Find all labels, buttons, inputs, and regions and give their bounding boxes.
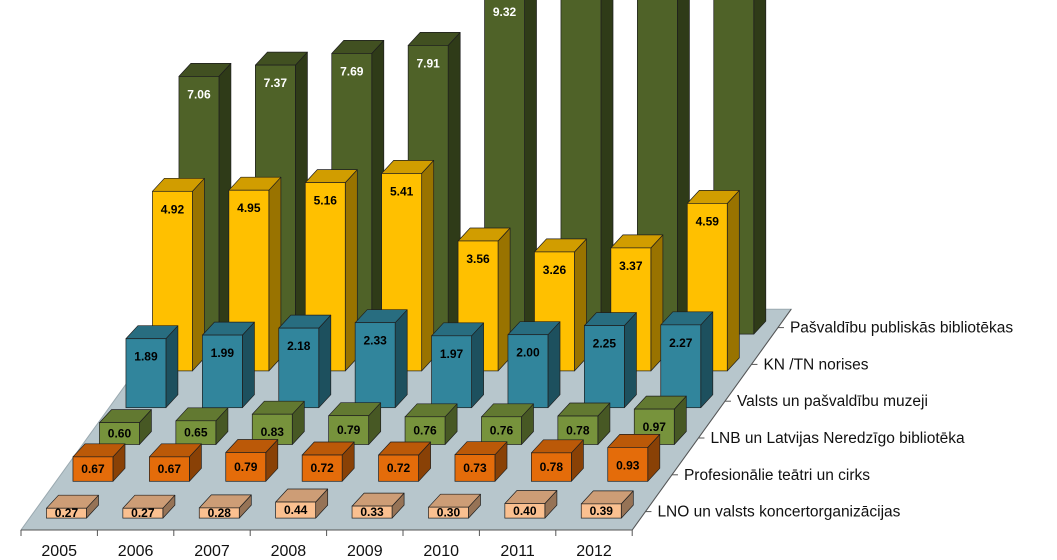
x-tick-label: 2007 xyxy=(194,543,230,560)
x-tick-label: 2008 xyxy=(271,543,307,560)
data-label: 7.37 xyxy=(264,76,288,90)
bar: 0.39 xyxy=(580,490,634,519)
bar: 0.27 xyxy=(46,494,99,520)
data-label: 0.76 xyxy=(490,424,514,438)
data-label: 0.40 xyxy=(513,504,537,518)
bar: 2.18 xyxy=(278,314,332,409)
bar: 0.83 xyxy=(251,400,305,445)
data-label: 0.78 xyxy=(540,460,564,474)
data-label: 1.99 xyxy=(211,346,235,360)
data-label: 0.33 xyxy=(360,505,384,519)
data-label: 9.32 xyxy=(493,5,517,19)
bar: 0.79 xyxy=(225,439,279,482)
bar: 0.27 xyxy=(122,494,176,520)
bar: 0.40 xyxy=(504,490,558,519)
bar: 1.97 xyxy=(431,322,484,409)
data-label: 0.44 xyxy=(284,503,308,517)
bar: 4.92 xyxy=(152,177,205,372)
data-label: 0.72 xyxy=(310,461,334,475)
data-label: 2.27 xyxy=(669,336,693,350)
x-tick-label: 2010 xyxy=(423,543,459,560)
bar: 0.67 xyxy=(72,443,126,482)
bar: 0.76 xyxy=(404,403,458,445)
bar: 0.67 xyxy=(149,443,202,482)
bar: 0.44 xyxy=(275,488,329,519)
data-label: 0.93 xyxy=(616,458,640,472)
data-label: 1.97 xyxy=(440,347,464,361)
data-label: 0.60 xyxy=(108,427,132,441)
bar: 0.65 xyxy=(175,407,229,445)
data-label: 0.73 xyxy=(463,461,487,475)
data-label: 5.16 xyxy=(314,194,338,208)
bar: 0.78 xyxy=(530,439,584,482)
chart-bars: 7.067.377.697.919.329.949.769.774.924.95… xyxy=(46,0,767,520)
bar: 0.60 xyxy=(99,409,152,445)
chart-axes xyxy=(20,308,792,536)
data-label: 2.25 xyxy=(593,337,617,351)
data-label: 0.27 xyxy=(131,506,155,520)
series-label: Valsts un pašvaldību muzeji xyxy=(737,393,928,410)
data-label: 0.28 xyxy=(208,506,232,520)
bar: 0.72 xyxy=(301,441,355,482)
data-label: 9.77 xyxy=(722,0,746,2)
data-label: 9.76 xyxy=(646,0,670,3)
chart-labels: 2005 2006 2007 2008 2009 2010 2011 2012 LNO un v… xyxy=(41,320,1013,560)
data-label: 0.67 xyxy=(158,462,182,476)
bar: 0.93 xyxy=(607,434,661,482)
data-label: 2.00 xyxy=(516,346,540,360)
data-label: 0.30 xyxy=(437,506,461,520)
data-label: 4.59 xyxy=(696,214,720,228)
data-label: 3.56 xyxy=(466,252,490,266)
bar: 0.73 xyxy=(454,441,508,482)
data-label: 0.78 xyxy=(566,423,590,437)
series-label: LNB un Latvijas Neredzīgo bibliotēka xyxy=(710,430,965,447)
data-label: 1.89 xyxy=(134,350,158,364)
bar: 0.79 xyxy=(328,402,382,445)
data-label: 0.79 xyxy=(234,460,258,474)
data-label: 0.72 xyxy=(387,461,411,475)
x-tick-label: 2006 xyxy=(118,543,154,560)
data-label: 3.37 xyxy=(619,259,643,273)
data-label: 0.83 xyxy=(261,425,285,439)
bar: 1.89 xyxy=(125,325,179,409)
bar: 2.33 xyxy=(354,309,408,409)
data-label: 0.39 xyxy=(590,504,614,518)
bar: 0.33 xyxy=(351,492,405,519)
data-label: 7.91 xyxy=(416,56,440,70)
bar: 0.97 xyxy=(633,395,687,445)
data-label: 3.26 xyxy=(543,263,567,277)
data-label: 0.65 xyxy=(184,426,208,440)
data-label: 0.76 xyxy=(413,424,437,438)
data-label: 0.67 xyxy=(81,462,105,476)
bar: 0.28 xyxy=(198,494,252,520)
bar: 1.99 xyxy=(202,321,255,409)
x-tick-label: 2012 xyxy=(576,543,612,560)
x-tick-label: 2009 xyxy=(347,543,383,560)
data-label: 2.33 xyxy=(363,334,387,348)
bar: 0.30 xyxy=(428,493,481,520)
data-label: 0.79 xyxy=(337,423,361,437)
data-label: 2.18 xyxy=(287,339,311,353)
x-tick-label: 2005 xyxy=(41,543,77,560)
depth-axis-line xyxy=(631,308,792,531)
data-label: 7.06 xyxy=(187,87,211,101)
bar: 0.76 xyxy=(481,403,534,445)
bar: 0.72 xyxy=(378,441,431,482)
series-label: Pašvaldību publiskās bibliotēkas xyxy=(790,320,1013,337)
x-tick-label: 2011 xyxy=(500,543,535,560)
data-label: 4.92 xyxy=(161,202,185,216)
data-label: 5.41 xyxy=(390,184,414,198)
bar: 2.27 xyxy=(660,311,714,409)
data-label: 7.69 xyxy=(340,64,364,78)
bar: 0.78 xyxy=(557,402,611,445)
data-label: 0.27 xyxy=(55,506,79,520)
data-label: 0.97 xyxy=(643,420,667,434)
bar: 2.00 xyxy=(507,321,561,409)
series-label: KN /TN norises xyxy=(763,356,868,373)
series-label: LNO un valsts koncertorganizācijas xyxy=(657,504,900,521)
data-label: 4.95 xyxy=(237,201,261,215)
bar: 2.25 xyxy=(583,312,637,409)
series-label: Profesionālie teātri un cirks xyxy=(684,467,870,484)
